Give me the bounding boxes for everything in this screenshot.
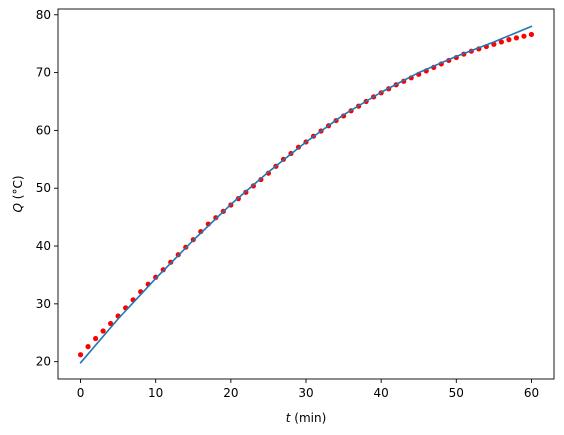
y-tick-label: 50: [36, 181, 51, 195]
x-tick-label: 50: [449, 386, 464, 400]
data-point: [108, 320, 114, 327]
x-tick-label: 0: [77, 386, 85, 400]
y-tick-label: 40: [36, 239, 51, 253]
fit-curve: [79, 25, 533, 364]
x-tick-label: 10: [148, 386, 163, 400]
data-point: [506, 37, 512, 43]
y-tick-label: 20: [36, 355, 51, 369]
y-axis: 20 30 40 50 60 70 80: [36, 8, 58, 369]
data-point: [498, 39, 504, 45]
x-axis-unit: (min): [290, 411, 326, 425]
data-point: [77, 352, 84, 358]
x-tick-label: 30: [298, 386, 313, 400]
data-point: [521, 33, 527, 39]
data-point: [85, 344, 91, 350]
y-axis-label: Q (°C): [11, 175, 25, 212]
y-tick-label: 60: [36, 123, 51, 137]
x-axis-label: t (min): [286, 411, 327, 425]
data-point: [92, 335, 99, 342]
x-tick-label: 60: [524, 386, 539, 400]
x-axis: 0 10 20 30 40 50 60: [77, 379, 539, 400]
data-point: [513, 35, 520, 41]
x-axis-symbol: t: [286, 411, 292, 425]
axes-frame: [57, 8, 555, 380]
data-point: [100, 328, 106, 334]
x-tick-label: 40: [374, 386, 389, 400]
y-axis-unit: (°C): [11, 175, 25, 203]
y-tick-label: 30: [36, 297, 51, 311]
y-tick-label: 80: [36, 8, 51, 22]
data-point: [528, 31, 535, 38]
y-axis-symbol: Q: [11, 203, 25, 212]
plot-area: [77, 25, 535, 364]
data-points: [77, 31, 535, 358]
x-tick-label: 20: [223, 386, 238, 400]
y-tick-label: 70: [36, 66, 51, 80]
